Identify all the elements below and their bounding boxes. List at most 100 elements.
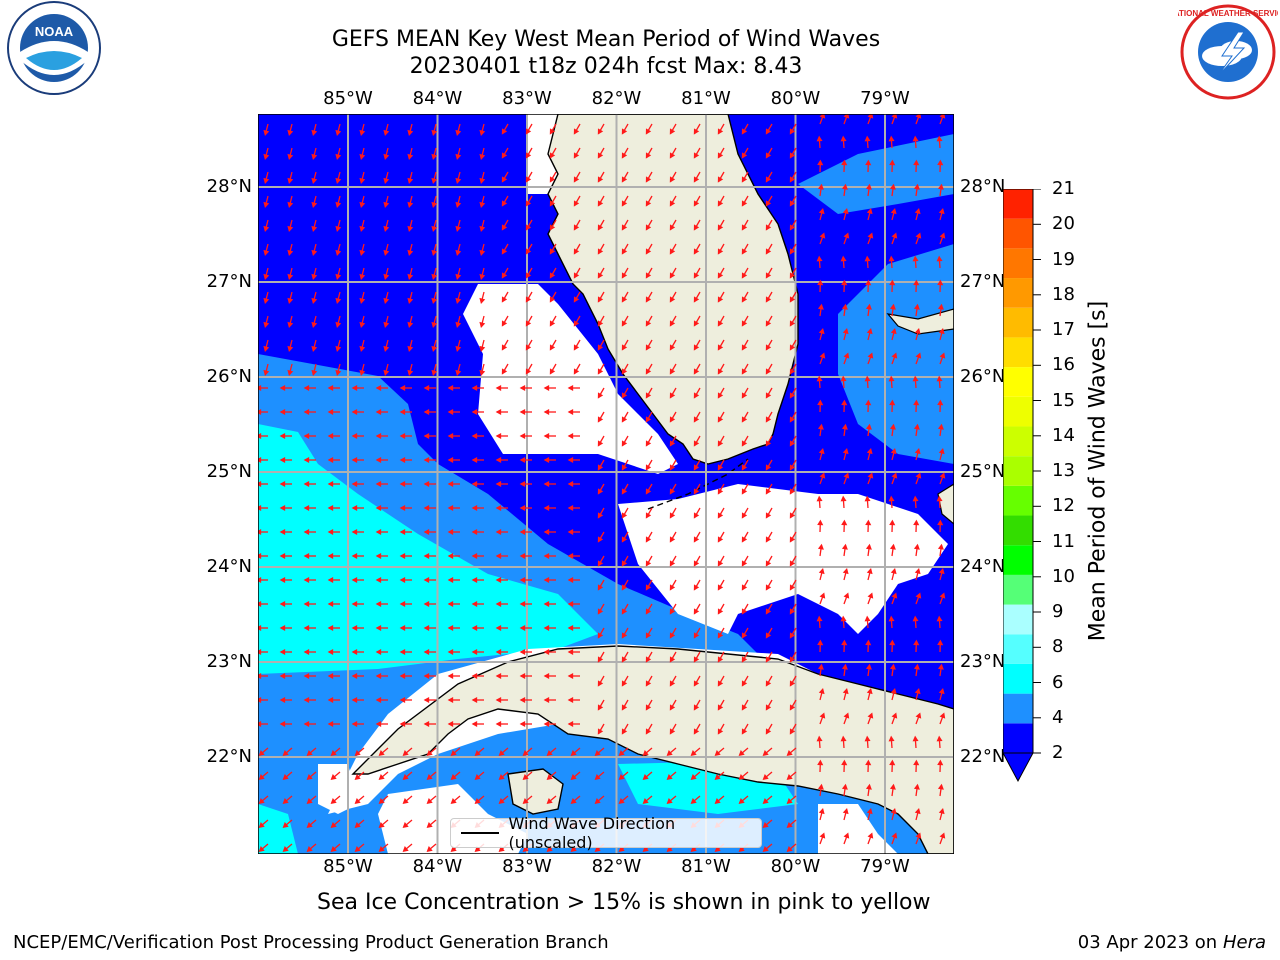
direction-arrowhead (645, 320, 652, 327)
direction-arrowhead (330, 798, 337, 804)
direction-arrowhead (645, 680, 652, 687)
direction-arrowhead (690, 774, 697, 780)
direction-arrowhead (423, 553, 430, 559)
direction-arrowhead (402, 798, 409, 804)
andros-island (937, 483, 954, 525)
direction-arrowhead (840, 255, 847, 262)
direction-arrowhead (817, 663, 824, 670)
direction-arrowhead (311, 129, 318, 137)
direction-arrowhead (717, 128, 724, 135)
direction-arrowhead (431, 345, 438, 353)
direction-arrowhead (841, 303, 848, 310)
direction-arrowhead (621, 464, 628, 471)
direction-arrowhead (471, 409, 478, 415)
direction-arrowhead (597, 560, 604, 567)
direction-arrowhead (819, 832, 826, 839)
direction-arrowhead (549, 320, 556, 327)
direction-arrowhead (311, 225, 318, 233)
direction-arrowhead (543, 481, 550, 487)
direction-arrowhead (543, 457, 550, 463)
direction-arrowhead (479, 249, 486, 257)
direction-arrowhead (311, 345, 318, 353)
direction-arrowhead (543, 529, 550, 535)
direction-arrowhead (311, 249, 318, 257)
direction-arrowhead (912, 255, 919, 262)
direction-arrowhead (645, 704, 652, 711)
direction-arrowhead (717, 560, 724, 567)
direction-arrowhead (519, 553, 526, 559)
direction-arrowhead (498, 846, 505, 852)
colorbar-tick-label: 16 (1052, 354, 1075, 376)
direction-arrowhead (426, 846, 433, 852)
direction-arrowhead (447, 721, 454, 727)
direction-arrowhead (306, 798, 313, 804)
direction-arrowhead (937, 159, 944, 166)
direction-arrowhead (495, 481, 502, 487)
direction-arrowhead (741, 464, 748, 471)
direction-arrowhead (359, 201, 366, 209)
direction-arrowhead (303, 577, 310, 583)
direction-arrowhead (311, 369, 318, 377)
direction-arrowhead (327, 649, 334, 655)
direction-arrowhead (819, 712, 826, 719)
direction-arrowhead (335, 249, 342, 257)
direction-arrowhead (912, 615, 919, 622)
wave-period-map (258, 114, 954, 854)
direction-arrowhead (354, 750, 361, 756)
direction-arrowhead (915, 114, 922, 119)
direction-arrowhead (335, 177, 342, 185)
direction-arrowhead (258, 774, 265, 780)
direction-arrowhead (573, 368, 580, 375)
direction-arrowhead (621, 488, 628, 495)
direction-arrowhead (402, 774, 409, 780)
direction-arrowhead (597, 128, 604, 135)
direction-arrowhead (889, 639, 896, 646)
direction-arrowhead (765, 656, 772, 663)
direction-arrowhead (867, 114, 874, 119)
direction-arrowhead (351, 673, 358, 679)
direction-arrowhead (888, 255, 895, 262)
direction-arrowhead (741, 512, 748, 519)
direction-arrowhead (447, 505, 454, 511)
direction-arrowhead (789, 608, 796, 615)
direction-arrowhead (471, 481, 478, 487)
direction-arrowhead (567, 457, 574, 463)
direction-arrowhead (669, 536, 676, 543)
direction-arrowhead (279, 385, 286, 391)
direction-arrowhead (693, 248, 700, 255)
direction-arrowhead (738, 750, 745, 756)
direction-arrowhead (842, 807, 849, 815)
direction-arrowhead (383, 321, 390, 329)
direction-arrowhead (549, 272, 556, 279)
direction-arrowhead (789, 272, 796, 279)
direction-arrowhead (375, 721, 382, 727)
direction-arrowhead (669, 152, 676, 159)
lon-tick-top: 84°W (412, 88, 463, 109)
direction-arrowhead (597, 224, 604, 231)
direction-arrowhead (717, 392, 724, 399)
direction-arrowhead (519, 649, 526, 655)
direction-arrowhead (479, 321, 486, 329)
direction-arrowhead (741, 440, 748, 447)
direction-arrowhead (762, 750, 769, 756)
direction-arrowhead (621, 368, 628, 375)
direction-arrowhead (765, 296, 772, 303)
direction-arrowhead (573, 272, 580, 279)
colorbar-cell (1003, 396, 1033, 427)
direction-arrowhead (258, 822, 265, 828)
direction-arrowhead (714, 846, 721, 852)
direction-arrowhead (303, 649, 310, 655)
direction-arrowhead (279, 409, 286, 415)
direction-arrowhead (889, 183, 896, 190)
lat-tick-left: 22°N (206, 746, 252, 767)
direction-arrowhead (621, 584, 628, 591)
direction-arrowhead (546, 798, 553, 804)
direction-arrowhead (741, 128, 748, 135)
direction-arrowhead (819, 352, 826, 359)
direction-arrowhead (447, 481, 454, 487)
direction-arrowhead (543, 433, 550, 439)
direction-arrowhead (335, 153, 342, 161)
direction-arrowhead (789, 656, 796, 663)
direction-arrowhead (375, 649, 382, 655)
direction-arrowhead (645, 416, 652, 423)
